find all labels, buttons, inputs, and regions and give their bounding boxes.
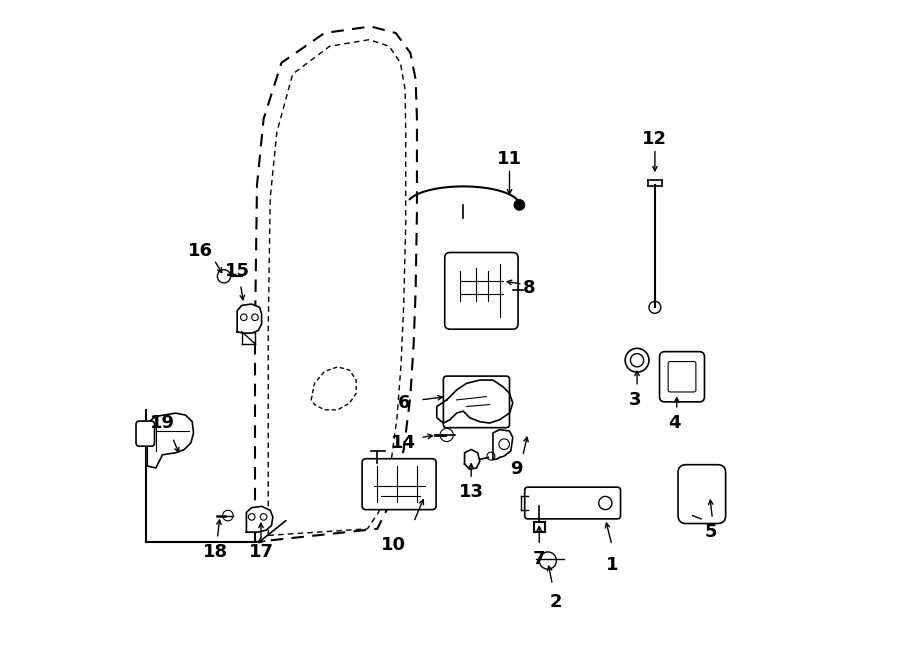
Text: 14: 14 xyxy=(392,434,416,452)
FancyBboxPatch shape xyxy=(678,465,725,524)
Text: 6: 6 xyxy=(398,394,410,412)
Text: 18: 18 xyxy=(202,543,228,561)
FancyBboxPatch shape xyxy=(660,352,705,402)
Text: 12: 12 xyxy=(643,130,668,148)
Text: 15: 15 xyxy=(225,262,249,280)
FancyBboxPatch shape xyxy=(525,487,620,519)
Polygon shape xyxy=(311,367,356,410)
Text: 11: 11 xyxy=(497,149,522,168)
Text: 19: 19 xyxy=(150,414,175,432)
FancyBboxPatch shape xyxy=(444,376,509,428)
Text: 13: 13 xyxy=(459,483,483,502)
Polygon shape xyxy=(464,449,480,469)
Text: 2: 2 xyxy=(550,592,562,611)
FancyBboxPatch shape xyxy=(362,459,436,510)
Text: 16: 16 xyxy=(188,242,213,260)
Text: 4: 4 xyxy=(669,414,681,432)
Polygon shape xyxy=(247,506,273,532)
FancyBboxPatch shape xyxy=(445,253,518,329)
Text: 3: 3 xyxy=(629,391,642,409)
FancyBboxPatch shape xyxy=(136,421,155,446)
Text: 1: 1 xyxy=(606,556,618,574)
Text: 7: 7 xyxy=(533,549,545,568)
Polygon shape xyxy=(148,413,194,468)
Text: 9: 9 xyxy=(509,460,522,479)
Polygon shape xyxy=(493,430,513,459)
Text: 5: 5 xyxy=(705,523,717,541)
Text: 17: 17 xyxy=(248,543,274,561)
Text: 10: 10 xyxy=(382,536,406,555)
Polygon shape xyxy=(238,304,262,333)
Text: 8: 8 xyxy=(523,278,536,297)
FancyBboxPatch shape xyxy=(668,362,696,392)
Circle shape xyxy=(514,200,525,210)
